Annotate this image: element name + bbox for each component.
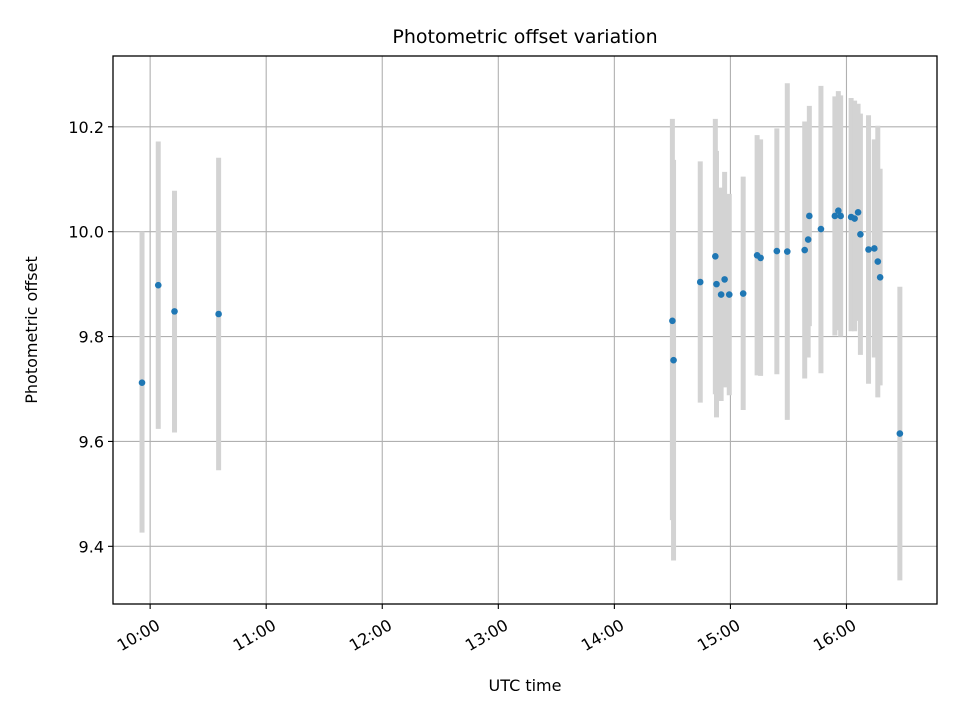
plot-area-frame xyxy=(112,55,938,605)
data-point xyxy=(138,379,146,387)
data-point xyxy=(896,430,904,437)
y-tick-label: 10.0 xyxy=(68,223,104,242)
data-point xyxy=(857,230,864,238)
data-points xyxy=(138,207,904,437)
data-point xyxy=(154,281,162,289)
data-point xyxy=(717,291,725,298)
grid xyxy=(113,56,937,604)
data-point xyxy=(835,207,842,214)
data-point xyxy=(696,278,704,286)
data-point xyxy=(876,273,884,281)
data-point xyxy=(171,308,178,315)
data-point xyxy=(854,208,862,216)
data-point xyxy=(670,356,677,364)
data-point xyxy=(712,253,719,260)
data-point xyxy=(713,280,720,288)
data-point xyxy=(669,317,676,325)
y-tick-label: 9.6 xyxy=(79,432,104,451)
y-axis-label: Photometric offset xyxy=(22,256,41,404)
data-point xyxy=(865,246,872,253)
chart-title: Photometric offset variation xyxy=(392,26,657,48)
data-point xyxy=(837,212,844,220)
y-tick-label: 9.8 xyxy=(79,328,104,347)
data-point xyxy=(739,290,747,297)
y-tick-label: 10.2 xyxy=(68,118,104,137)
data-point xyxy=(806,212,813,220)
x-axis-label: UTC time xyxy=(489,676,562,695)
data-point xyxy=(757,254,764,262)
y-tick-label: 9.4 xyxy=(79,537,104,556)
data-point xyxy=(851,215,858,222)
y-axis-ticks: 9.4 9.6 9.8 10.0 10.2 xyxy=(68,118,113,556)
data-point xyxy=(773,247,781,255)
data-point xyxy=(721,276,728,283)
data-point xyxy=(871,245,878,252)
data-point xyxy=(783,248,791,255)
data-point xyxy=(801,246,808,254)
data-point xyxy=(817,225,825,233)
data-point xyxy=(725,291,733,298)
data-point xyxy=(874,258,882,265)
data-point xyxy=(215,310,222,318)
data-point xyxy=(831,212,839,220)
data-point xyxy=(804,236,812,243)
